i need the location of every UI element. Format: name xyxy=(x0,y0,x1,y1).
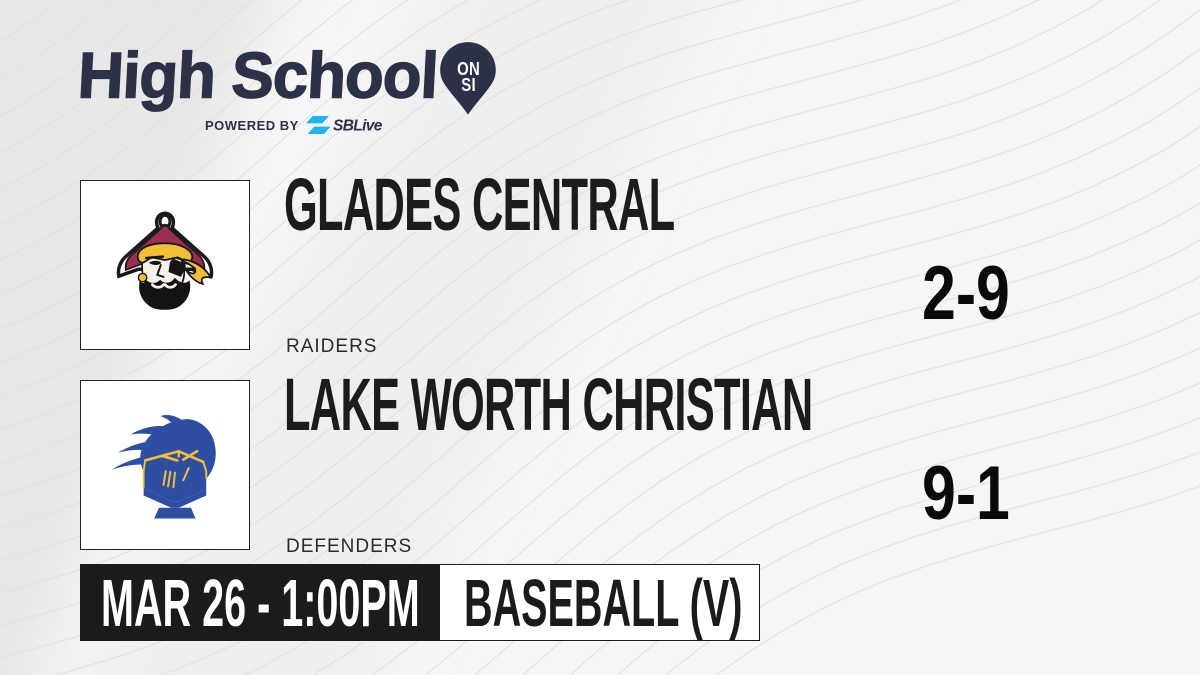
svg-text:SBLive: SBLive xyxy=(333,118,383,134)
svg-text:SI: SI xyxy=(461,75,476,96)
